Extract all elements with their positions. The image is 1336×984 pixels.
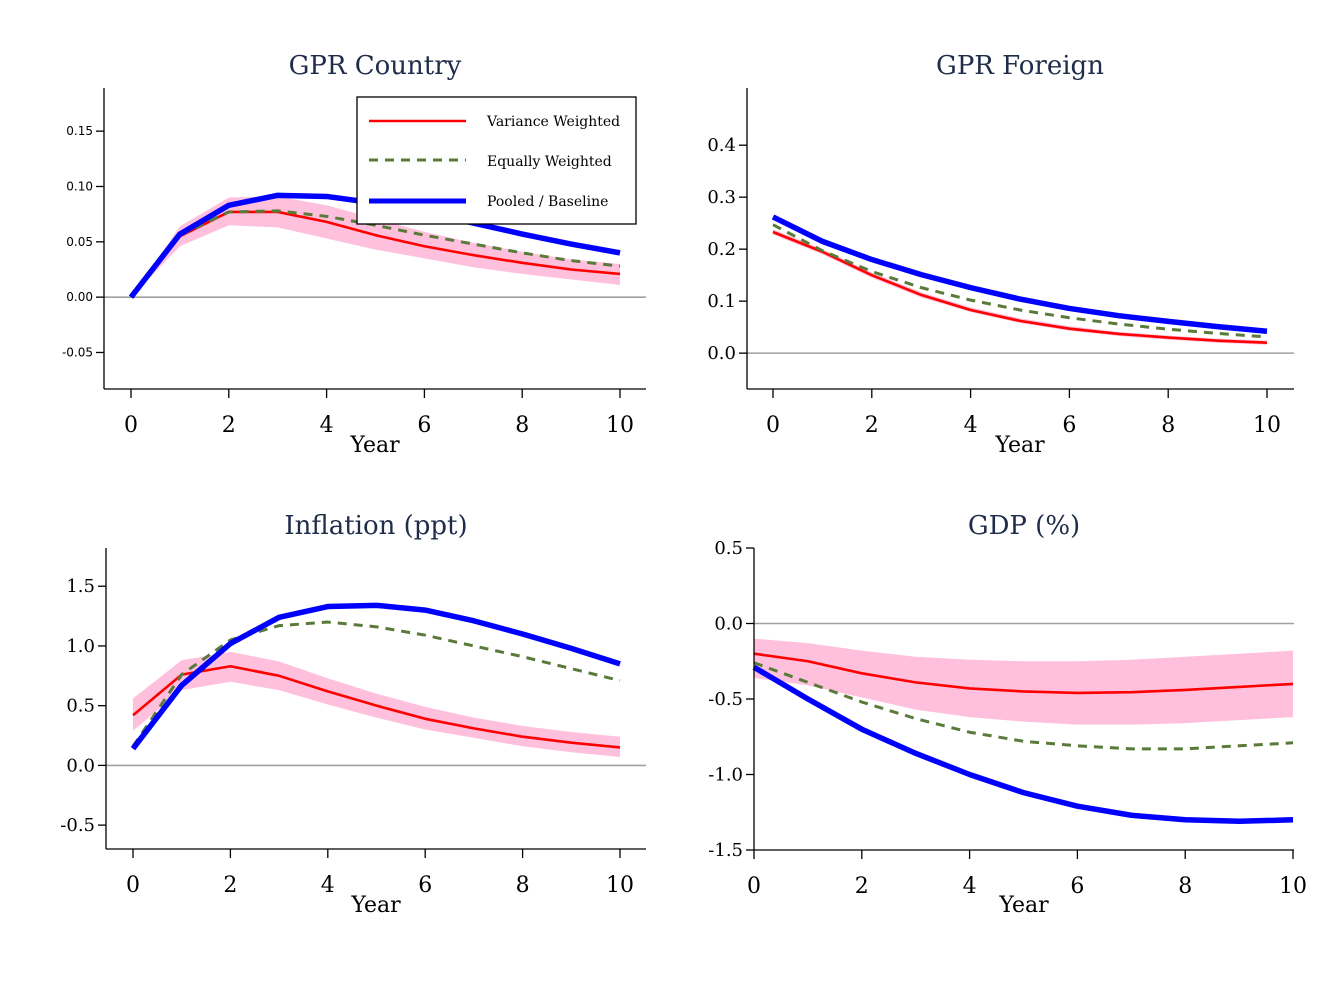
y-tick-label: 0.10 xyxy=(66,179,93,193)
panel-title: GDP (%) xyxy=(968,511,1080,541)
x-tick-label: 8 xyxy=(1161,413,1175,438)
y-tick-label: 0.0 xyxy=(707,343,736,364)
y-tick-label: 1.0 xyxy=(66,636,95,657)
panel-gdp: -1.5 -1.0 -0.5 0.0 0.5 0 2 4 6 8 10 GDP (%) Year xyxy=(708,511,1307,918)
x-tick-label: 4 xyxy=(963,874,977,899)
y-tick-label: 0.3 xyxy=(707,187,736,208)
panel-title: GPR Foreign xyxy=(936,51,1104,81)
x-tick-label: 10 xyxy=(1253,413,1281,438)
y-tick-label: 0.0 xyxy=(66,755,95,776)
series-line-pooled-baseline xyxy=(752,664,1294,825)
x-tick-label: 2 xyxy=(865,413,879,438)
x-tick-label: 8 xyxy=(1178,874,1192,899)
x-tick-label: 2 xyxy=(222,413,236,438)
confidence-band xyxy=(773,229,1267,345)
x-tick-label: 4 xyxy=(320,413,334,438)
x-tick-label: 4 xyxy=(964,413,978,438)
x-axis-label: Year xyxy=(350,893,401,918)
panel-title: Inflation (ppt) xyxy=(284,511,467,541)
y-tick-label: 0.0 xyxy=(714,614,743,635)
x-axis-label: Year xyxy=(994,433,1045,458)
series-line-variance-weighted xyxy=(753,652,1294,695)
x-tick-label: 0 xyxy=(124,413,138,438)
panel-title: GPR Country xyxy=(289,51,462,81)
legend-label: Equally Weighted xyxy=(487,154,612,170)
y-tick-label: -0.05 xyxy=(62,345,93,359)
y-tick-label: -1.5 xyxy=(708,840,743,861)
series-line-variance-weighted xyxy=(772,230,1268,345)
x-tick-label: 10 xyxy=(606,413,634,438)
y-tick-label: 0.5 xyxy=(714,538,743,559)
x-tick-label: 6 xyxy=(1062,413,1076,438)
x-axis-label: Year xyxy=(998,893,1049,918)
series-line-pooled-baseline xyxy=(130,602,621,751)
panel-gpr-country: -0.05 0.00 0.05 0.10 0.15 0 2 4 6 8 10 GPR Country Y… xyxy=(62,51,646,458)
x-tick-label: 10 xyxy=(606,873,634,898)
y-tick-label: -1.0 xyxy=(708,765,743,786)
y-tick-label: -0.5 xyxy=(708,689,743,710)
x-tick-label: 0 xyxy=(126,873,140,898)
legend: Variance Weighted Equally Weighted Poole… xyxy=(356,96,637,225)
x-tick-label: 6 xyxy=(418,873,432,898)
y-tick-label: -0.5 xyxy=(60,815,95,836)
series-line-equally-weighted xyxy=(129,209,621,299)
series-line-pooled-baseline xyxy=(771,214,1268,335)
y-tick-label: 0.00 xyxy=(66,290,93,304)
legend-label: Variance Weighted xyxy=(486,114,620,130)
x-tick-label: 0 xyxy=(766,413,780,438)
y-tick-label: 0.2 xyxy=(707,239,736,260)
x-tick-label: 8 xyxy=(515,413,529,438)
y-tick-label: 0.05 xyxy=(66,235,93,249)
y-tick-label: 0.15 xyxy=(66,124,93,138)
legend-label: Pooled / Baseline xyxy=(487,194,608,210)
panel-gpr-foreign: 0.0 0.1 0.2 0.3 0.4 0 2 4 6 8 10 GPR Foreign Year xyxy=(707,51,1294,458)
x-tick-label: 2 xyxy=(223,873,237,898)
y-tick-label: 1.5 xyxy=(66,576,95,597)
panel-inflation: -0.5 0.0 0.5 1.0 1.5 0 2 4 6 8 10 Inflation (ppt) Ye… xyxy=(60,511,646,918)
y-tick-label: 0.1 xyxy=(707,291,736,312)
confidence-band xyxy=(131,196,620,298)
y-tick-label: 0.5 xyxy=(66,696,95,717)
series-line-equally-weighted xyxy=(772,223,1268,339)
y-tick-label: 0.4 xyxy=(707,135,736,156)
x-tick-label: 2 xyxy=(855,874,869,899)
series-line-equally-weighted xyxy=(131,620,621,748)
confidence-band xyxy=(754,638,1293,725)
x-tick-label: 4 xyxy=(321,873,335,898)
x-axis-label: Year xyxy=(349,433,400,458)
x-tick-label: 10 xyxy=(1279,874,1307,899)
series-line-variance-weighted xyxy=(132,664,621,749)
x-tick-label: 0 xyxy=(747,874,761,899)
x-tick-label: 6 xyxy=(417,413,431,438)
x-tick-label: 8 xyxy=(516,873,530,898)
x-tick-label: 6 xyxy=(1070,874,1084,899)
